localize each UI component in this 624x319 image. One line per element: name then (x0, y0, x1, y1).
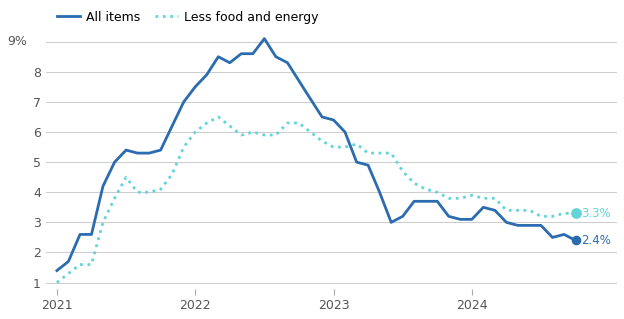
Text: 9%: 9% (7, 35, 27, 48)
Legend: All items, Less food and energy: All items, Less food and energy (52, 6, 323, 29)
Point (570, 211, 580, 216)
Text: 2.4%: 2.4% (581, 234, 611, 247)
Point (570, 238, 580, 243)
Text: 3.3%: 3.3% (581, 207, 611, 220)
